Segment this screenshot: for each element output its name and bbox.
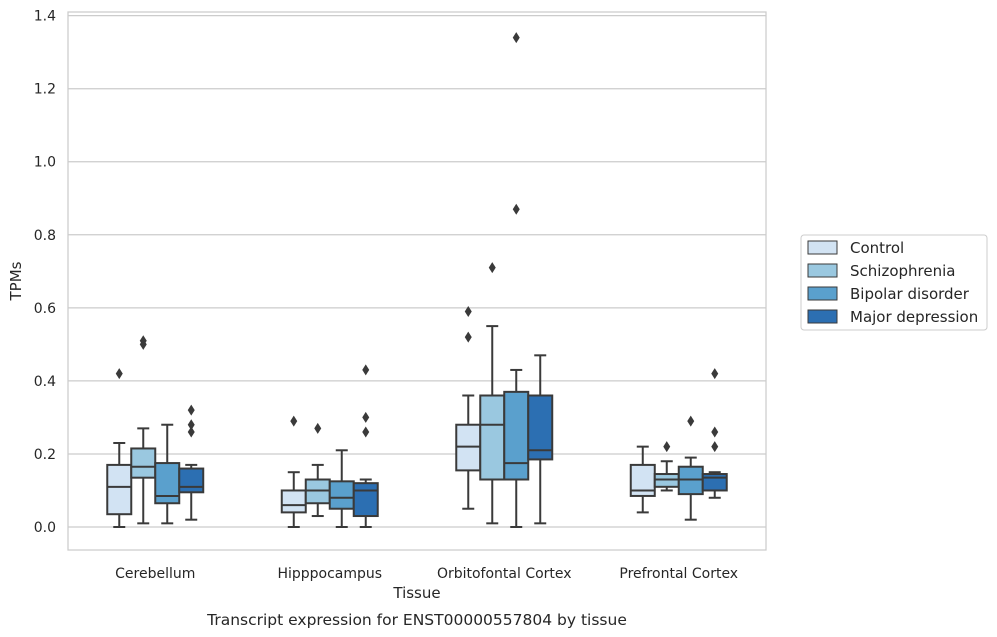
box-iqr (527, 394, 554, 461)
outlier-point (362, 426, 370, 438)
y-tick-label: 1.4 (34, 9, 56, 25)
box-group (455, 305, 482, 510)
outlier-point (711, 368, 719, 380)
legend-swatch (807, 263, 838, 278)
outlier-point (115, 368, 123, 380)
box-group (352, 364, 379, 528)
outlier-point (139, 335, 147, 347)
outlier-point (512, 32, 520, 44)
figure-caption: Transcript expression for ENST0000055780… (206, 611, 627, 629)
y-tick-label: 0.4 (34, 374, 56, 390)
box-group (629, 445, 656, 514)
grid-lines (68, 15, 766, 528)
outlier-point (187, 419, 195, 431)
box-iqr (328, 480, 355, 510)
box-group (106, 368, 133, 528)
legend-swatch (807, 286, 838, 301)
box-group (304, 422, 331, 518)
box-group (479, 262, 506, 525)
legend-label: Control (850, 239, 904, 257)
boxes (106, 32, 728, 528)
x-tick-label: Hipppocampus (277, 566, 382, 582)
y-tick-label: 0.0 (34, 520, 56, 536)
x-tick-labels: Cerebellum Hipppocampus Orbitofontal Corte… (115, 566, 738, 582)
box-group (328, 449, 355, 528)
outlier-point (187, 404, 195, 416)
outlier-point (663, 441, 671, 453)
outlier-point (512, 203, 520, 215)
x-tick-label: Cerebellum (115, 566, 195, 582)
y-tick-label: 1.2 (34, 82, 56, 98)
box-group (653, 441, 680, 492)
outlier-point (464, 331, 472, 343)
outlier-point (687, 415, 695, 427)
y-tick-label: 0.2 (34, 447, 56, 463)
box-group (503, 32, 530, 528)
box-group (178, 404, 205, 521)
y-axis-label: TPMs (7, 261, 25, 301)
legend-swatch (807, 240, 838, 255)
box-group (701, 368, 728, 499)
outlier-point (464, 305, 472, 317)
legend-frame (800, 234, 988, 331)
x-tick-label: Orbitofontal Cortex (437, 566, 572, 582)
plot-area-frame (67, 11, 767, 551)
y-tick-labels: 0.0 0.2 0.4 0.6 0.8 1.0 1.2 1.4 (34, 9, 56, 536)
box-group (527, 354, 554, 525)
outlier-point (362, 411, 370, 423)
legend-label: Major depression (850, 308, 978, 326)
outlier-point (290, 415, 298, 427)
y-tick-label: 0.6 (34, 301, 56, 317)
box-iqr (701, 473, 728, 492)
legend-swatch (807, 309, 838, 324)
outlier-point (711, 426, 719, 438)
box-iqr (130, 447, 157, 479)
outlier-point (314, 422, 322, 434)
outlier-point (187, 426, 195, 438)
outlier-point (362, 364, 370, 376)
box-group (280, 415, 307, 528)
box-iqr (154, 462, 181, 505)
outlier-point (711, 441, 719, 453)
x-tick-label: Prefrontal Cortex (619, 566, 738, 582)
y-tick-label: 0.8 (34, 228, 56, 244)
outlier-point (488, 262, 496, 274)
box-iqr (280, 489, 307, 514)
legend: Control Schizophrenia Bipolar disorder Majo… (800, 234, 988, 331)
box-iqr (503, 390, 530, 481)
box-iqr (479, 394, 506, 481)
box-iqr (106, 463, 133, 516)
box-group (130, 335, 157, 525)
box-iqr (352, 482, 379, 518)
legend-label: Schizophrenia (850, 262, 955, 280)
box-iqr (178, 467, 205, 494)
legend-label: Bipolar disorder (850, 285, 970, 303)
y-tick-label: 1.0 (34, 155, 56, 171)
box-group (677, 415, 704, 521)
x-axis-label: Tissue (392, 584, 440, 602)
box-group (154, 423, 181, 525)
